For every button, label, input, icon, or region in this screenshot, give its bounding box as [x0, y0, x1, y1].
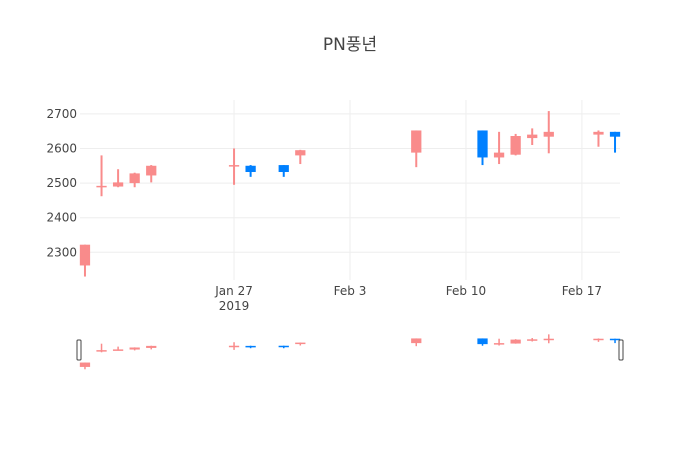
x-tick-label: Feb 17 [562, 284, 602, 298]
candle-increasing [493, 338, 505, 346]
y-tick-label: 2300 [46, 245, 77, 259]
candle-increasing [112, 169, 124, 188]
candle-increasing [593, 338, 604, 342]
candle-increasing [543, 334, 554, 344]
candle-body [477, 130, 488, 158]
candle-body [112, 349, 124, 351]
candle-body [245, 165, 256, 172]
candle-increasing [510, 339, 521, 344]
candle-increasing [527, 337, 538, 342]
candle-increasing [411, 338, 422, 347]
candle-body [609, 338, 621, 341]
candle-increasing [129, 172, 140, 188]
candle-decreasing [245, 345, 256, 349]
candle-body [593, 131, 604, 135]
y-tick-label: 2600 [46, 141, 77, 155]
y-tick-label: 2700 [46, 107, 77, 121]
x-tick-label: Feb 3 [334, 284, 367, 298]
candle-increasing [228, 342, 240, 350]
range-slider-candles [79, 334, 621, 370]
candle-body [278, 345, 289, 348]
candle-increasing [295, 149, 306, 165]
x-tick-label: Feb 10 [446, 284, 486, 298]
candle-decreasing [278, 165, 289, 177]
y-tick-label: 2400 [46, 211, 77, 225]
candle-body [411, 338, 422, 344]
candle-increasing [146, 165, 157, 183]
candle-body [245, 345, 256, 348]
candle-body [129, 173, 140, 184]
candle-decreasing [609, 131, 621, 153]
candle-increasing [79, 244, 91, 277]
candle-body [510, 136, 521, 155]
candle-body [146, 165, 157, 176]
x-tick-sublabel: 2019 [219, 299, 250, 313]
candle-body [228, 345, 240, 348]
candle-body [129, 347, 140, 350]
candle-decreasing [278, 345, 289, 349]
candle-increasing [411, 130, 422, 168]
candle-increasing [129, 347, 140, 351]
candle-increasing [79, 362, 91, 370]
x-tick-label: Jan 27 [214, 284, 253, 298]
candle-increasing [228, 148, 240, 185]
candle-body [79, 244, 91, 266]
candle-decreasing [609, 338, 621, 344]
candle-body [510, 339, 521, 344]
candle-body [112, 182, 124, 187]
grid-lines [80, 100, 620, 280]
candle-increasing [510, 133, 521, 156]
range-slider-right-handle[interactable] [618, 339, 624, 361]
candle-body [96, 350, 107, 352]
candle-increasing [146, 345, 157, 350]
candle-body [477, 338, 488, 345]
candle-body [146, 345, 157, 348]
candle-increasing [96, 155, 107, 197]
candle-body [527, 134, 538, 139]
candle-increasing [527, 128, 538, 145]
candle-increasing [295, 342, 306, 346]
range-slider-left-handle[interactable] [76, 339, 82, 361]
candle-increasing [543, 111, 554, 154]
y-tick-label: 2500 [46, 176, 77, 190]
chart-title: PN풍년 [323, 35, 377, 55]
candle-body [96, 185, 107, 188]
candle-body [609, 131, 621, 137]
candle-body [79, 362, 91, 367]
candle-body [543, 131, 554, 137]
candles [79, 111, 621, 277]
candle-body [228, 165, 240, 167]
candle-body [295, 150, 306, 156]
candle-decreasing [477, 338, 488, 346]
candle-increasing [96, 343, 107, 353]
candle-increasing [493, 131, 505, 165]
candle-body [593, 338, 604, 341]
candle-body [493, 343, 505, 345]
candle-increasing [112, 346, 124, 351]
candle-increasing [593, 130, 604, 147]
candle-body [527, 339, 538, 341]
candle-body [543, 338, 554, 341]
y-axis-tick-labels: 2300 2400 2500 2600 2700 [46, 107, 77, 259]
candle-body [278, 165, 289, 172]
range-slider[interactable] [76, 334, 624, 370]
candle-decreasing [245, 165, 256, 177]
candle-decreasing [477, 130, 488, 166]
candle-body [493, 152, 505, 158]
candle-body [295, 342, 306, 345]
candle-body [411, 130, 422, 153]
